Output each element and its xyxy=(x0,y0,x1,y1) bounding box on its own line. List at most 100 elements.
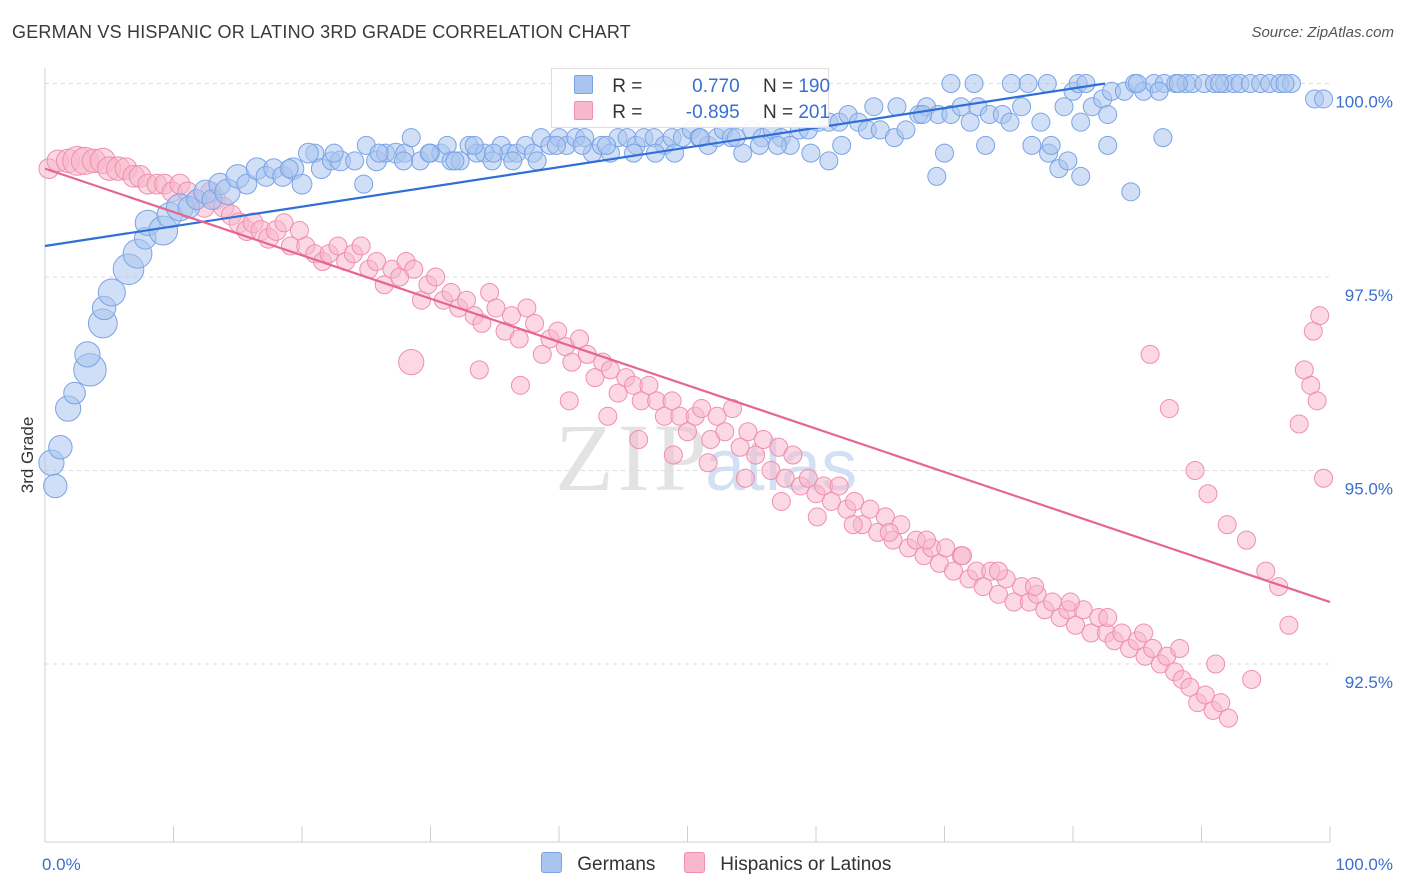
hispanic-point-91 xyxy=(738,422,758,442)
hispanic-point-81 xyxy=(662,391,682,411)
german-point-167 xyxy=(767,135,787,155)
hispanic-point-105 xyxy=(845,491,865,511)
hispanic-point-88 xyxy=(715,422,735,442)
german-point-163 xyxy=(1153,128,1173,148)
hispanics-label: Hispanics or Latinos xyxy=(720,854,892,875)
hispanic-point-151 xyxy=(1195,685,1215,705)
german-point-109 xyxy=(1022,135,1042,155)
german-point-107 xyxy=(1000,112,1020,132)
german-point-175 xyxy=(572,135,592,155)
german-point-118 xyxy=(1098,104,1118,124)
legend-swatch-pink xyxy=(574,101,593,120)
german-point-183 xyxy=(394,151,414,171)
german-point-108 xyxy=(1012,97,1032,117)
hispanic-point-102 xyxy=(821,491,841,511)
bottom-legend-germans[interactable]: Germans xyxy=(541,852,655,876)
hispanic-point-170 xyxy=(988,561,1008,581)
x-tick-label-0: 0.0% xyxy=(42,855,81,874)
hispanic-point-171 xyxy=(1024,577,1044,597)
hispanic-point-191 xyxy=(1236,530,1256,550)
german-point-185 xyxy=(298,142,319,164)
german-point-179 xyxy=(483,143,503,163)
legend-r-label: R = xyxy=(612,102,643,123)
hispanic-point-124 xyxy=(988,584,1008,604)
hispanic-point-78 xyxy=(639,375,659,395)
germans-points xyxy=(38,73,1334,499)
legend-swatch-blue xyxy=(574,75,593,94)
hispanic-point-50 xyxy=(426,267,446,287)
hispanic-point-153 xyxy=(1211,693,1231,713)
german-point-147 xyxy=(1168,73,1188,93)
hispanic-point-159 xyxy=(598,406,618,426)
y-tick-label-1: 97.5% xyxy=(1345,286,1393,305)
hispanic-point-85 xyxy=(692,399,712,419)
hispanic-point-155 xyxy=(398,349,425,376)
legend-n-label: N = xyxy=(762,102,794,123)
german-point-139 xyxy=(1076,73,1096,93)
german-point-176 xyxy=(546,135,566,155)
german-point-1 xyxy=(43,473,68,499)
legend-r-label: R = xyxy=(612,76,643,97)
hispanic-point-165 xyxy=(807,507,827,527)
hispanic-point-156 xyxy=(469,360,489,380)
hispanic-point-93 xyxy=(753,430,773,450)
hispanic-point-92 xyxy=(746,445,766,465)
german-point-184 xyxy=(419,143,439,163)
german-point-182 xyxy=(369,143,389,163)
y-axis-label: 3rd Grade xyxy=(18,417,37,494)
hispanic-point-71 xyxy=(585,368,605,388)
german-point-103 xyxy=(960,112,980,132)
german-point-161 xyxy=(1098,135,1118,155)
german-point-159 xyxy=(1058,151,1078,171)
german-point-173 xyxy=(624,143,644,163)
y-tick-label-0: 100.0% xyxy=(1335,92,1393,111)
hispanic-point-37 xyxy=(328,236,348,256)
legend-n-value: 190 xyxy=(798,76,831,97)
german-point-113 xyxy=(1054,97,1074,117)
german-point-171 xyxy=(665,143,685,163)
hispanic-point-190 xyxy=(1217,515,1237,535)
german-point-162 xyxy=(1121,182,1141,202)
stats-legend: R = 0.770 N = 190 R = -0.895 N = 201 xyxy=(551,68,831,128)
hispanic-point-64 xyxy=(532,344,552,364)
hispanics-points xyxy=(38,145,1334,728)
hispanic-point-182 xyxy=(1289,414,1309,434)
hispanic-point-163 xyxy=(735,468,755,488)
bottom-legend-hispanics[interactable]: Hispanics or Latinos xyxy=(684,852,891,876)
hispanic-point-186 xyxy=(1140,344,1160,364)
hispanic-point-118 xyxy=(943,561,963,581)
hispanic-point-181 xyxy=(1307,391,1327,411)
hispanic-point-43 xyxy=(374,275,394,295)
german-point-36 xyxy=(354,174,374,194)
german-point-148 xyxy=(1209,73,1229,93)
hispanic-point-47 xyxy=(404,259,424,279)
german-point-110 xyxy=(1031,112,1051,132)
german-point-186 xyxy=(279,159,299,179)
germans-label: Germans xyxy=(577,854,656,875)
legend-row-hispanics: R = -0.895 N = 201 xyxy=(574,101,830,125)
german-point-178 xyxy=(503,151,523,171)
hispanic-point-83 xyxy=(678,422,697,442)
germans-swatch xyxy=(541,852,562,873)
hispanic-point-183 xyxy=(1314,468,1334,488)
german-point-42 xyxy=(401,128,421,148)
german-point-166 xyxy=(801,143,821,163)
legend-n-value: 201 xyxy=(798,102,831,123)
german-point-6 xyxy=(74,341,101,368)
german-point-24 xyxy=(236,173,258,195)
german-point-141 xyxy=(1018,73,1038,93)
source-credit[interactable]: Source: ZipAtlas.com xyxy=(1251,24,1394,41)
hispanic-point-177 xyxy=(1242,669,1262,689)
hispanic-point-90 xyxy=(730,437,750,457)
german-point-151 xyxy=(1314,89,1334,109)
legend-r-value: -0.895 xyxy=(685,102,740,123)
hispanic-point-73 xyxy=(600,360,620,380)
german-point-2 xyxy=(48,435,73,460)
hispanic-point-162 xyxy=(698,453,718,473)
german-point-4 xyxy=(63,381,86,405)
hispanic-point-103 xyxy=(829,476,849,496)
hispanic-point-97 xyxy=(783,445,803,465)
hispanic-point-173 xyxy=(1098,608,1118,628)
german-point-168 xyxy=(749,135,769,155)
german-point-180 xyxy=(464,135,484,155)
